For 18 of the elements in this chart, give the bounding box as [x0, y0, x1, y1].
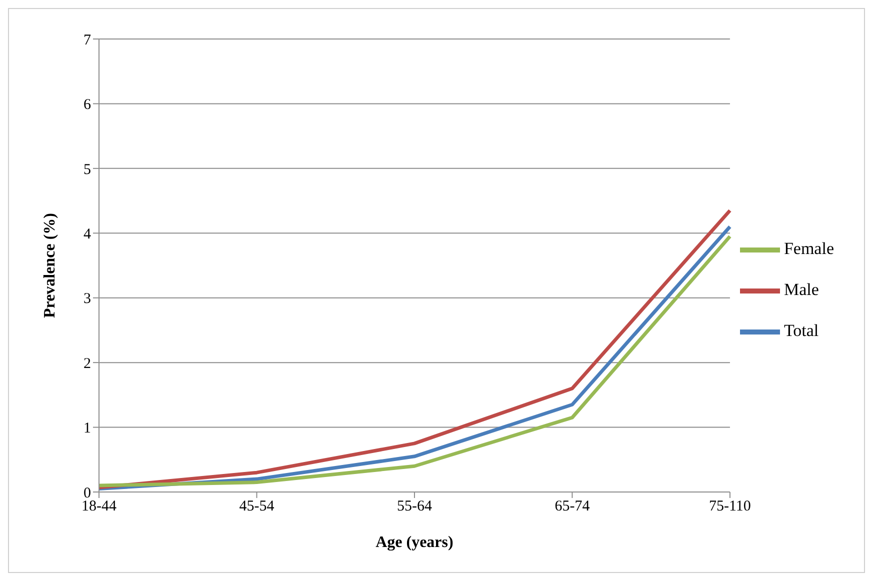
x-tick-label: 45-54	[239, 498, 275, 515]
y-tick-label: 6	[84, 97, 92, 114]
y-tick-label: 4	[84, 226, 92, 242]
y-tick-label: 5	[84, 162, 91, 178]
x-tick-label: 65-74	[554, 498, 590, 515]
legend-label: Female	[784, 238, 834, 258]
y-tick-label: 7	[84, 32, 92, 48]
x-axis-title: Age (years)	[376, 534, 454, 551]
legend-label: Male	[784, 280, 819, 299]
x-tick-label: 75-110	[708, 498, 751, 515]
x-tick-label: 18-44	[82, 498, 117, 515]
legend-label: Total	[784, 321, 819, 340]
y-tick-label: 2	[84, 356, 91, 372]
y-tick-label: 3	[84, 291, 91, 308]
y-tick-label: 1	[84, 420, 91, 437]
y-tick-label: 0	[84, 485, 91, 502]
y-axis-title: Prevalence (%)	[42, 213, 59, 318]
x-tick-label: 55-64	[396, 498, 432, 515]
